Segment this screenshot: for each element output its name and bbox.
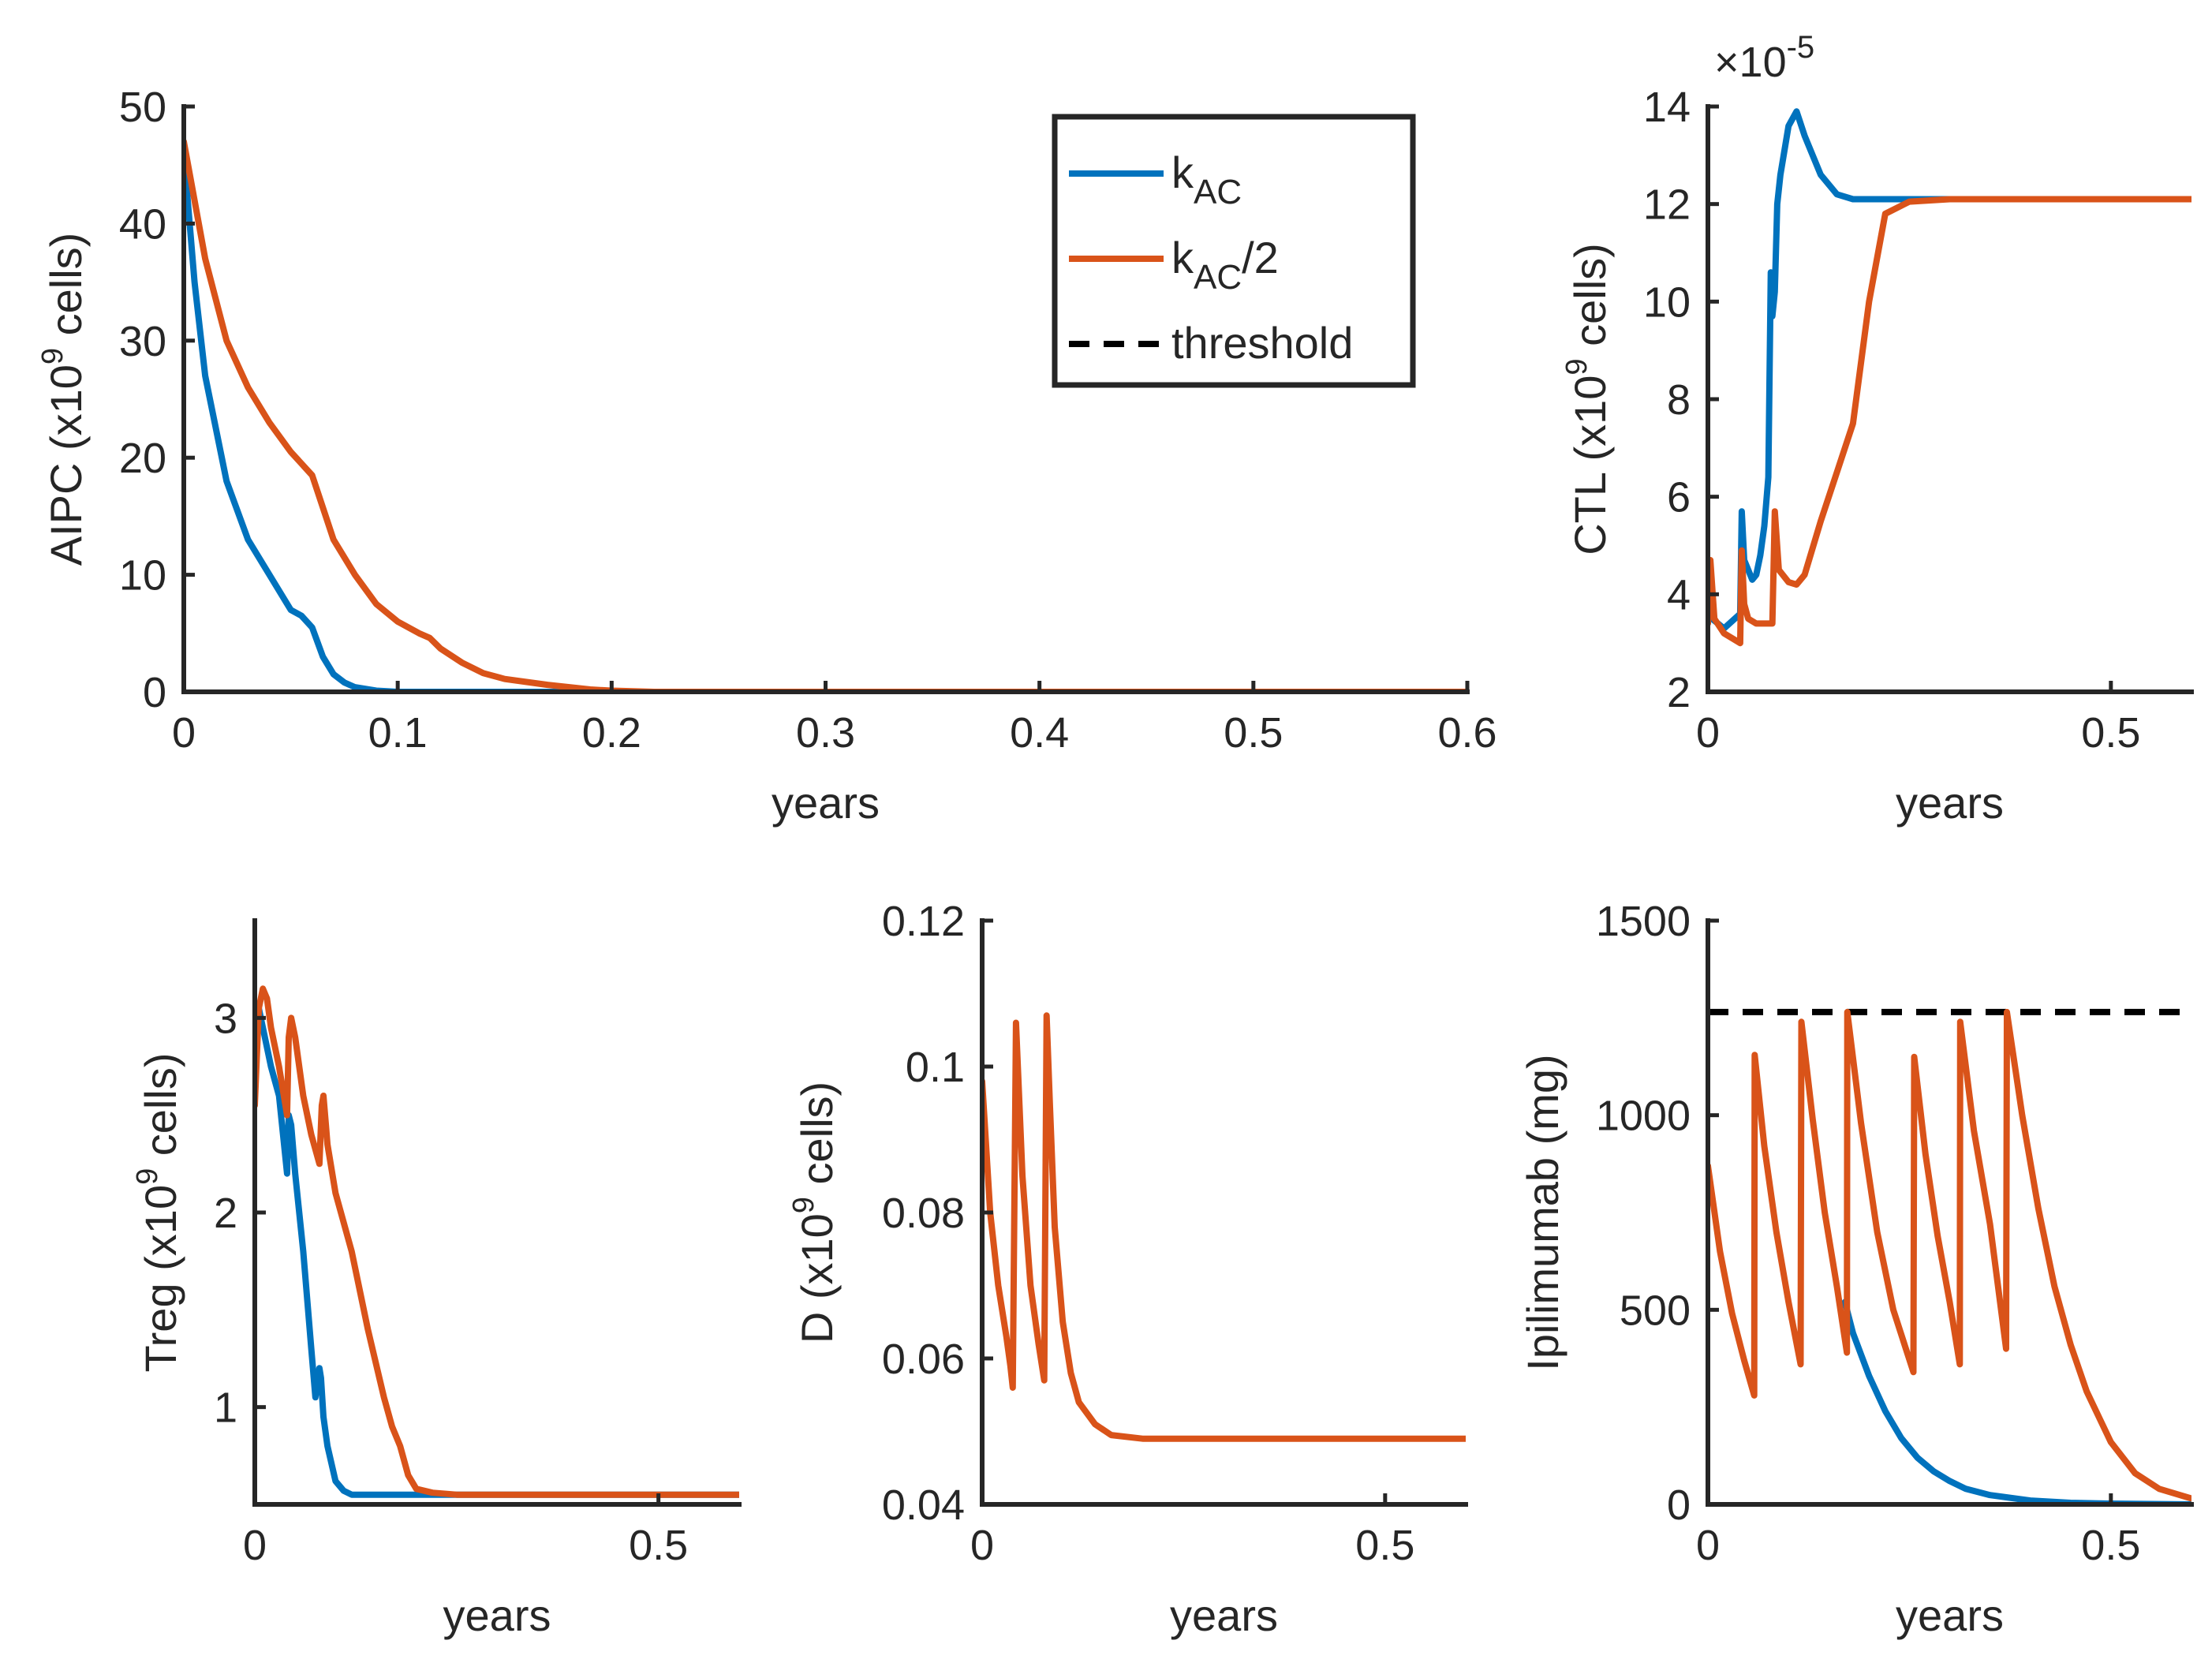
ipilimumab-y-axis-label: Ipilimumab (mg)	[1518, 1054, 1567, 1370]
ipilimumab-x-tick-label: 0.5	[2081, 1522, 2140, 1569]
treg-y-tick-label: 2	[214, 1190, 237, 1237]
ctl-exponent-label: ×10-5	[1714, 30, 1814, 86]
ctl-x-tick-label: 0	[1696, 709, 1720, 757]
d-y-axis-label: D (x109 cells)	[787, 1082, 842, 1343]
ctl-y-tick-label: 8	[1667, 376, 1691, 424]
ipilimumab-x-tick-label: 0	[1696, 1522, 1720, 1569]
d-panel: 0 0.5 0.04 0.06 0.08 0.1 0.12 years D (x109 cell…	[787, 898, 1468, 1640]
d-y-tick-label: 0.12	[882, 898, 965, 945]
ctl-y-tick-label: 2	[1667, 669, 1691, 716]
ctl-x-tick-label: 0.5	[2081, 709, 2140, 757]
treg-x-tick-label: 0.5	[629, 1522, 688, 1569]
aipc-x-tick-label: 0.4	[1010, 709, 1069, 757]
treg-x-axis-label: years	[443, 1590, 551, 1640]
aipc-y-tick-label: 50	[119, 84, 166, 131]
aipc-y-tick-label: 20	[119, 435, 166, 482]
ctl-panel: 0 0.5 2 4 6 8 10 12 14 years CTL (x109 cells) ×10-5	[1560, 30, 2194, 828]
treg-y-axis-label: Treg (x109 cells)	[131, 1053, 185, 1373]
d-y-tick-label: 0.08	[882, 1190, 965, 1237]
ctl-series-2	[1708, 196, 2191, 647]
d-y-tick-label: 0.04	[882, 1482, 965, 1529]
legend-label-2: kAC/2	[1171, 233, 1279, 297]
d-series-1	[982, 1012, 1466, 1442]
ipilimumab-panel: 0 0.5 0 500 1000 1500 years Ipilimumab (mg)	[1518, 898, 2194, 1640]
aipc-x-axis-label: years	[772, 778, 880, 828]
treg-panel: 0 0.5 1 2 3 years Treg (x109 cells)	[131, 918, 742, 1640]
aipc-y-tick-label: 10	[119, 552, 166, 600]
aipc-x-tick-label: 0.5	[1224, 709, 1283, 757]
aipc-y-tick-label: 40	[119, 200, 166, 248]
ctl-y-tick-label: 4	[1667, 571, 1691, 618]
aipc-x-tick-label: 0.1	[368, 709, 428, 757]
d-x-tick-label: 0	[970, 1522, 994, 1569]
d-y-tick-label: 0.06	[882, 1336, 965, 1383]
ctl-y-tick-label: 14	[1643, 84, 1691, 131]
treg-series-2	[255, 985, 739, 1498]
ipilimumab-x-axis-label: years	[1896, 1590, 2004, 1640]
legend-label-3: threshold	[1171, 318, 1353, 368]
ctl-y-axis-label: CTL (x109 cells)	[1560, 243, 1615, 555]
ctl-series-group	[1708, 108, 2191, 647]
aipc-y-tick-label: 30	[119, 318, 166, 365]
legend: kAC kAC/2 threshold	[1052, 114, 1416, 388]
aipc-y-axis-label: AIPC (x109 cells)	[36, 233, 91, 566]
treg-series-group	[255, 985, 739, 1498]
ctl-y-tick-label: 6	[1667, 474, 1691, 521]
ctl-y-tick-label: 12	[1643, 181, 1691, 229]
legend-box	[1052, 114, 1416, 388]
ctl-y-tick-label: 10	[1643, 278, 1691, 326]
panels: 0 0.1 0.2 0.3 0.4 0.5 0.601020304050yearsAIPC …	[36, 30, 2194, 1640]
aipc-panel: 0 0.1 0.2 0.3 0.4 0.5 0.6 0 10 20 30 40 50 years AIPC …	[36, 84, 1497, 828]
d-x-tick-label: 0.5	[1355, 1522, 1414, 1569]
d-series-group	[982, 1012, 1466, 1442]
d-y-tick-label: 0.1	[906, 1044, 965, 1091]
d-x-axis-label: years	[1170, 1590, 1278, 1640]
ctl-x-axis-label: years	[1896, 778, 2004, 828]
ipilimumab-y-tick-label: 500	[1620, 1287, 1691, 1334]
ipilimumab-series-2	[1708, 1008, 2191, 1502]
aipc-x-tick-label: 0	[172, 709, 196, 757]
treg-series-1	[255, 1005, 739, 1498]
ipilimumab-y-tick-label: 1500	[1596, 898, 1691, 945]
treg-y-tick-label: 1	[214, 1384, 237, 1432]
aipc-x-tick-label: 0.6	[1437, 709, 1496, 757]
treg-x-tick-label: 0	[243, 1522, 267, 1569]
ctl-series-1	[1708, 108, 2191, 632]
ipilimumab-y-tick-label: 1000	[1596, 1093, 1691, 1140]
legend-label-1: kAC	[1171, 148, 1242, 211]
aipc-y-tick-label: 0	[143, 669, 166, 716]
aipc-series-2	[184, 138, 1467, 693]
treg-y-tick-label: 3	[214, 995, 237, 1042]
aipc-x-tick-label: 0.3	[796, 709, 855, 757]
ipilimumab-y-tick-label: 0	[1667, 1482, 1691, 1529]
aipc-x-tick-label: 0.2	[582, 709, 641, 757]
